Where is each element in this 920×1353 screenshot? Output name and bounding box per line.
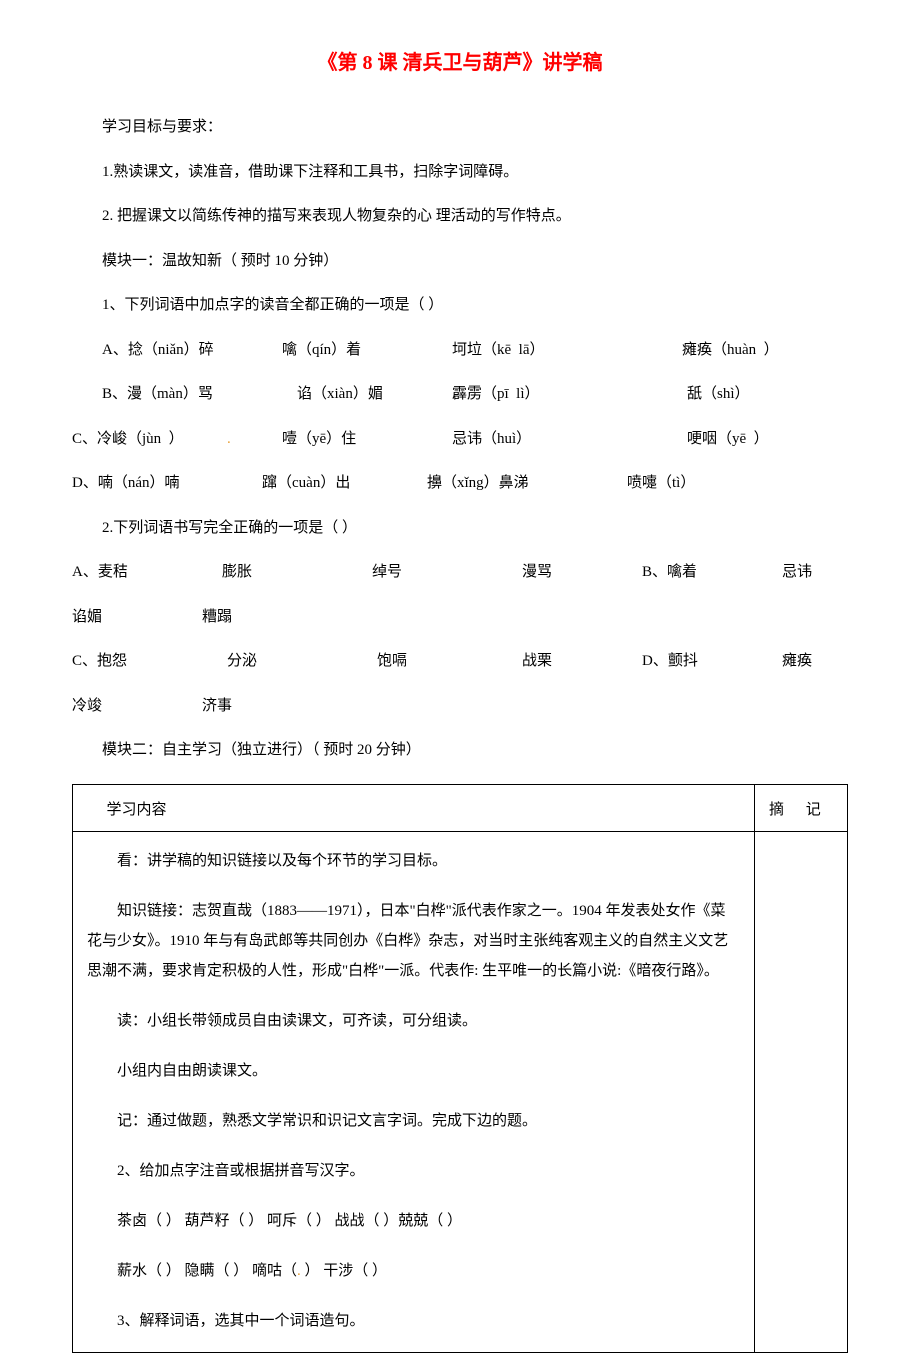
q1b-1: B、漫（màn）骂: [72, 383, 267, 406]
q2d-1: D、颤抖: [642, 650, 782, 673]
q2c-4: 战栗: [522, 650, 642, 673]
q1d-3: 擤（xǐng）鼻涕: [427, 472, 627, 495]
cell-p7b-row: 薪水（ ） 隐瞒（ ） 嘀咕（. ） 干涉（ ）: [87, 1256, 740, 1286]
objective-2: 2. 把握课文以简练传神的描写来表现人物复杂的心 理活动的写作特点。: [72, 205, 848, 228]
q2-row-4: 冷竣 济事: [72, 695, 848, 718]
cell-p8: 3、解释词语，选其中一个词语造句。: [87, 1306, 740, 1336]
cell-p3: 读：小组长带领成员自由读课文，可齐读，可分组读。: [87, 1006, 740, 1036]
q2-row-2: 谄媚 糟蹋: [72, 606, 848, 629]
right-header-cell: 摘 记: [755, 784, 848, 832]
q1b-2: 谄（xiàn）媚: [267, 383, 422, 406]
q2b-2: 忌讳: [782, 561, 812, 584]
left-header-cell: 学习内容: [73, 784, 755, 832]
q2d-2: 瘫痪: [782, 650, 812, 673]
q2a-1: A、麦秸: [72, 561, 222, 584]
page-title: 《第 8 课 清兵卫与葫芦》讲学稿: [72, 48, 848, 78]
q1c-2: 噎（yē）住: [282, 428, 452, 451]
cell-p7a: 茶卤（ ） 葫芦籽（ ） 呵斥（ ） 战战（ ）兢兢（ ）: [87, 1206, 740, 1236]
objective-1: 1.熟读课文，读准音，借助课下注释和工具书，扫除字词障碍。: [72, 161, 848, 184]
question-2: 2.下列词语书写完全正确的一项是（ ）: [72, 517, 848, 540]
q1-option-d-row: D、喃（nán）喃 蹿（cuàn）出 擤（xǐng）鼻涕 喷嚏（tì）: [72, 472, 848, 495]
q2b-1: B、噙着: [642, 561, 782, 584]
right-body-cell: [755, 832, 848, 1353]
q1a-1: A、捻（niǎn）碎: [72, 339, 252, 362]
objectives-heading: 学习目标与要求：: [72, 116, 848, 139]
q2a2-2: 糟蹋: [202, 606, 232, 629]
orange-dot-icon: .: [227, 428, 282, 451]
table-header-row: 学习内容 摘 记: [73, 784, 848, 832]
module-1-heading: 模块一：温故知新（ 预时 10 分钟）: [72, 250, 848, 273]
q2a-3: 绰号: [372, 561, 522, 584]
q1d-1: D、喃（nán）喃: [72, 472, 262, 495]
q1c-1: C、冷峻（jùn ）: [72, 428, 227, 451]
q2c-3: 饱嗝: [377, 650, 522, 673]
q2c-2: 分泌: [227, 650, 377, 673]
cell-p5: 记：通过做题，熟悉文学常识和识记文言字词。完成下边的题。: [87, 1106, 740, 1136]
left-body-cell: 看：讲学稿的知识链接以及每个环节的学习目标。 知识链接：志贺直哉（1883——1…: [73, 832, 755, 1353]
cell-p7b: 薪水（ ） 隐瞒（ ） 嘀咕（: [117, 1263, 297, 1279]
cell-p2: 知识链接：志贺直哉（1883——1971），日本"白桦"派代表作家之一。1904…: [87, 896, 740, 986]
q2-row-3: C、抱怨 分泌 饱嗝 战栗 D、颤抖 瘫痪: [72, 650, 848, 673]
q2-row-1: A、麦秸 膨胀 绰号 漫骂 B、噙着 忌讳: [72, 561, 848, 584]
cell-p7c: ） 干涉（ ）: [301, 1263, 387, 1279]
module-2-heading: 模块二：自主学习（独立进行）（ 预时 20 分钟）: [72, 739, 848, 762]
q1-option-a-row: A、捻（niǎn）碎 噙（qín）着 坷垃（kē lā） 瘫痪（huàn ）: [72, 339, 848, 362]
q2a-4: 漫骂: [522, 561, 642, 584]
q1a-4: 瘫痪（huàn ）: [652, 339, 779, 362]
cell-p4: 小组内自由朗读课文。: [87, 1056, 740, 1086]
left-header-text: 学习内容: [107, 802, 167, 818]
q2c2-2: 济事: [202, 695, 232, 718]
q1b-3: 霹雳（pī lì）: [422, 383, 657, 406]
right-header-text: 摘 记: [769, 802, 830, 818]
cell-p6: 2、给加点字注音或根据拼音写汉字。: [87, 1156, 740, 1186]
q1-option-b-row: B、漫（màn）骂 谄（xiàn）媚 霹雳（pī lì） 舐（shì）: [72, 383, 848, 406]
q1c-4: 哽咽（yē ）: [687, 428, 769, 451]
table-body-row: 看：讲学稿的知识链接以及每个环节的学习目标。 知识链接：志贺直哉（1883——1…: [73, 832, 848, 1353]
study-table: 学习内容 摘 记 看：讲学稿的知识链接以及每个环节的学习目标。 知识链接：志贺直…: [72, 784, 848, 1353]
q1-option-c-row: C、冷峻（jùn ） . 噎（yē）住 忌讳（huì） 哽咽（yē ）: [72, 428, 848, 451]
q1a-2: 噙（qín）着: [252, 339, 422, 362]
q1a-3: 坷垃（kē lā）: [422, 339, 652, 362]
q1d-4: 喷嚏（tì）: [627, 472, 695, 495]
q2c-1: C、抱怨: [72, 650, 227, 673]
question-1: 1、下列词语中加点字的读音全都正确的一项是（ ）: [72, 294, 848, 317]
q2a-2: 膨胀: [222, 561, 372, 584]
q1c-3: 忌讳（huì）: [452, 428, 687, 451]
q1d-2: 蹿（cuàn）出: [262, 472, 427, 495]
q2c2-1: 冷竣: [72, 695, 202, 718]
q1b-4: 舐（shì）: [657, 383, 750, 406]
q2a2-1: 谄媚: [72, 606, 202, 629]
cell-p1: 看：讲学稿的知识链接以及每个环节的学习目标。: [87, 846, 740, 876]
